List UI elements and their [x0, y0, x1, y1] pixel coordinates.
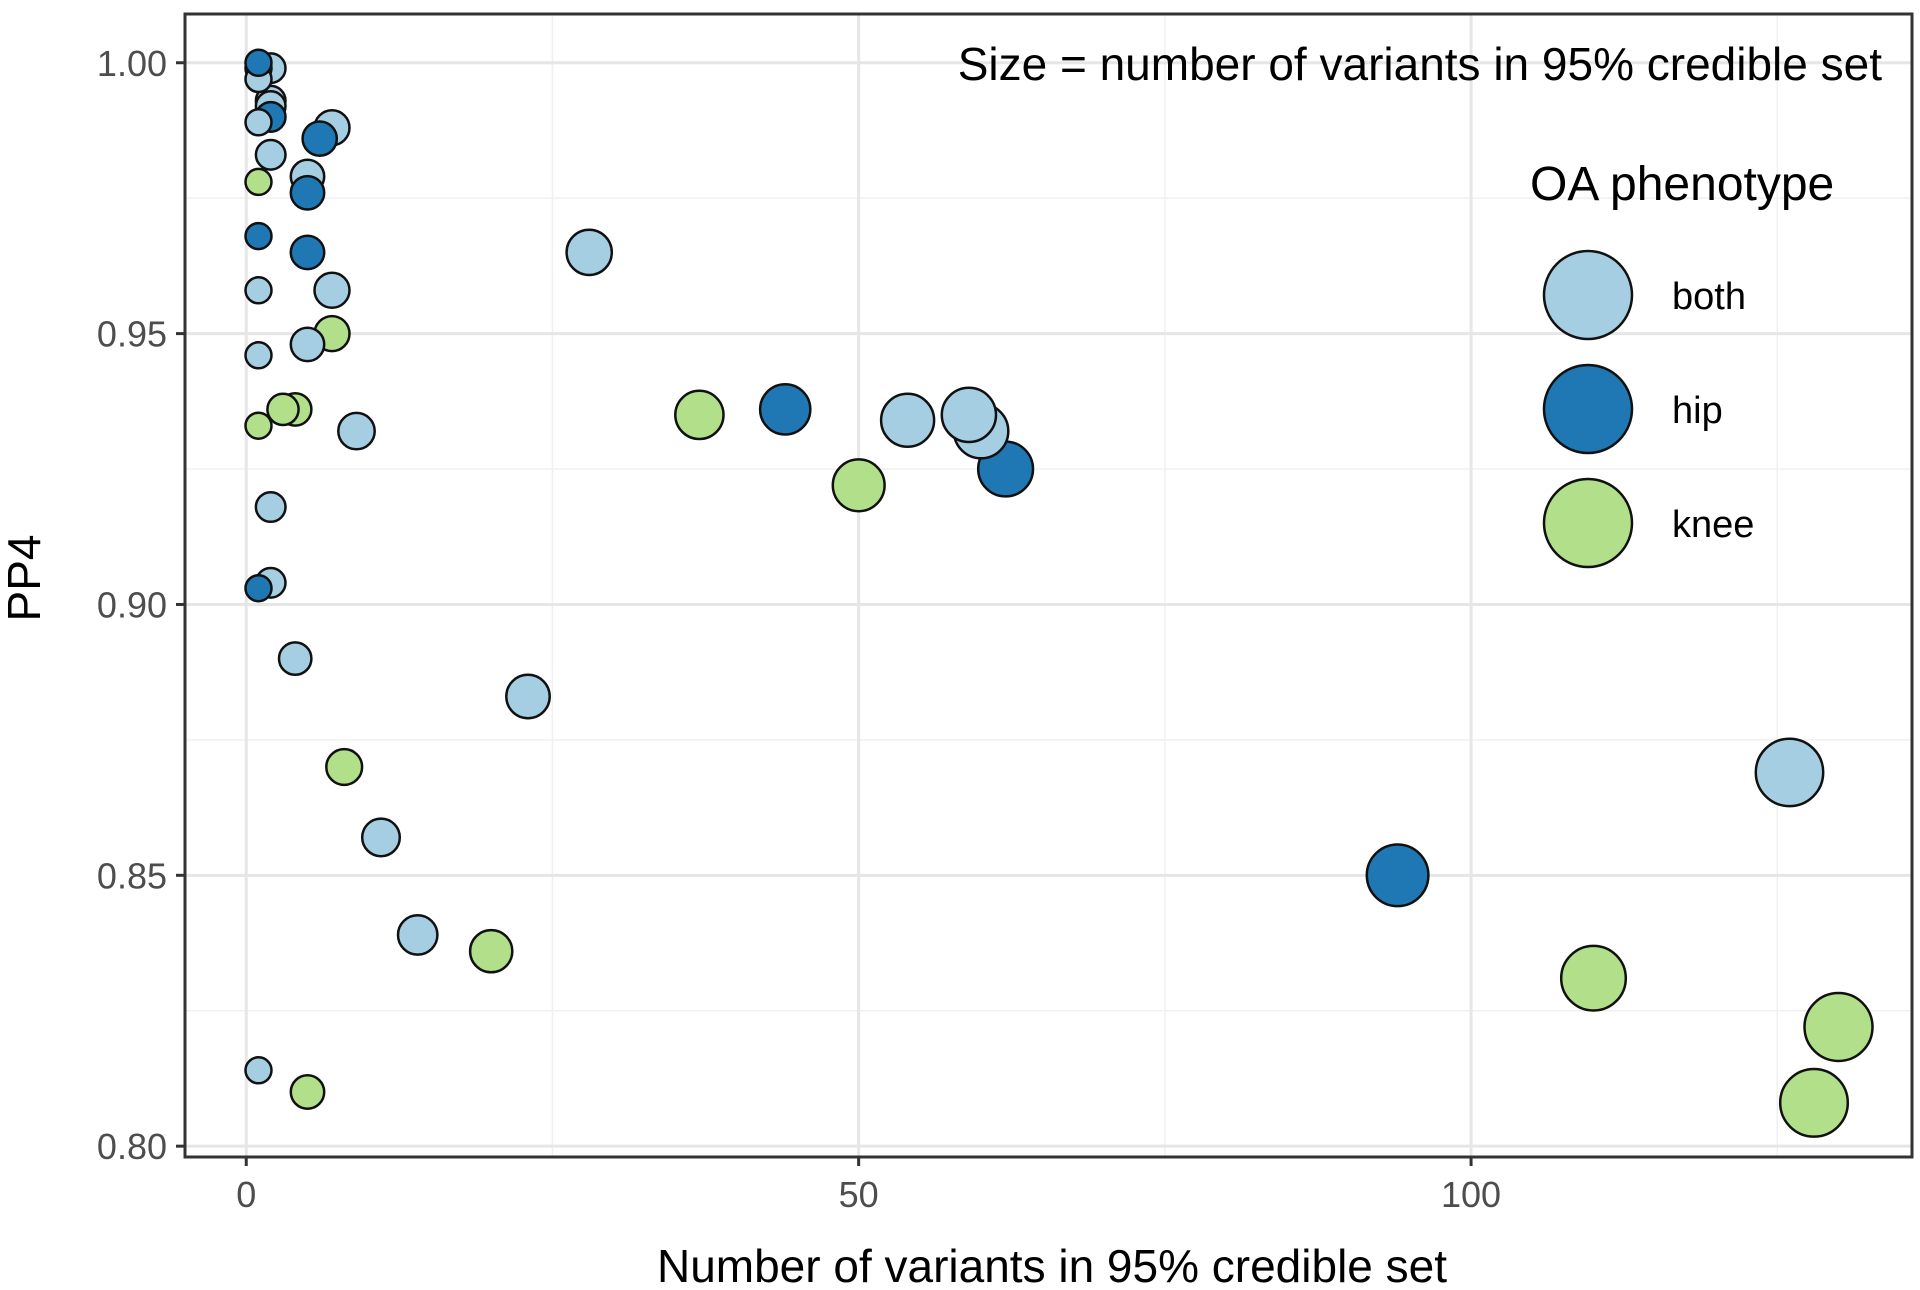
legend-key-knee — [1542, 477, 1634, 569]
legend-label-both: both — [1672, 276, 1746, 318]
data-point-both — [244, 1056, 273, 1085]
data-point-both — [879, 392, 936, 449]
data-point-both — [254, 490, 287, 524]
legend: OA phenotype both hip knee — [1530, 158, 1834, 569]
data-point-hip — [1365, 843, 1430, 908]
data-point-both — [244, 276, 273, 305]
data-point-hip — [301, 120, 339, 157]
data-point-knee — [289, 1074, 326, 1110]
data-point-hip — [244, 48, 273, 78]
y-tick-label: 0.85 — [97, 855, 167, 896]
plot-panel-border — [183, 12, 1914, 1159]
legend-key-both — [1542, 249, 1634, 341]
data-point-knee — [1803, 991, 1874, 1063]
data-point-knee — [1559, 944, 1628, 1012]
data-point-both — [565, 228, 614, 277]
y-tick-label: 0.95 — [97, 314, 167, 355]
data-point-knee — [468, 928, 514, 974]
axes: 0 50 100 0.80 0.85 0.90 0.95 1.00 — [97, 12, 1914, 1215]
data-point-both — [244, 108, 273, 137]
size-annotation: Size = number of variants in 95% credibl… — [958, 38, 1883, 90]
data-point-both — [360, 817, 402, 858]
x-tick-label: 100 — [1441, 1174, 1501, 1215]
y-axis-title: PP4 — [0, 535, 50, 622]
data-point-knee — [674, 389, 725, 441]
data-point-both — [337, 411, 376, 451]
data-point-hip — [289, 174, 326, 211]
data-point-both — [244, 341, 273, 370]
data-point-hip — [244, 221, 273, 251]
legend-key-hip — [1542, 363, 1634, 455]
data-point-both — [1754, 737, 1825, 808]
data-point-knee — [1778, 1067, 1850, 1138]
data-point-knee — [244, 411, 273, 440]
data-point-both — [940, 386, 998, 444]
x-axis-title: Number of variants in 95% credible set — [657, 1240, 1447, 1290]
data-point-both — [277, 641, 313, 677]
legend-label-hip: hip — [1672, 390, 1723, 432]
data-point-knee — [831, 458, 886, 513]
y-tick-label: 0.90 — [97, 584, 167, 625]
legend-label-knee: knee — [1672, 504, 1754, 546]
grid-lines — [185, 14, 1912, 1157]
data-point-both — [289, 326, 326, 363]
data-point-both — [254, 138, 287, 171]
data-point-hip — [289, 234, 326, 271]
data-point-both — [313, 271, 351, 310]
x-tick-label: 50 — [839, 1174, 879, 1215]
data-points — [244, 48, 1874, 1138]
data-point-both — [505, 673, 551, 720]
data-point-both — [396, 913, 439, 956]
x-tick-label: 0 — [236, 1174, 256, 1215]
data-point-knee — [325, 747, 364, 787]
data-point-knee — [266, 392, 300, 427]
legend-title: OA phenotype — [1530, 158, 1834, 211]
data-point-knee — [244, 167, 273, 197]
data-point-hip — [244, 573, 273, 603]
data-point-hip — [758, 383, 812, 436]
y-tick-label: 0.80 — [97, 1126, 167, 1167]
y-tick-label: 1.00 — [97, 43, 167, 84]
